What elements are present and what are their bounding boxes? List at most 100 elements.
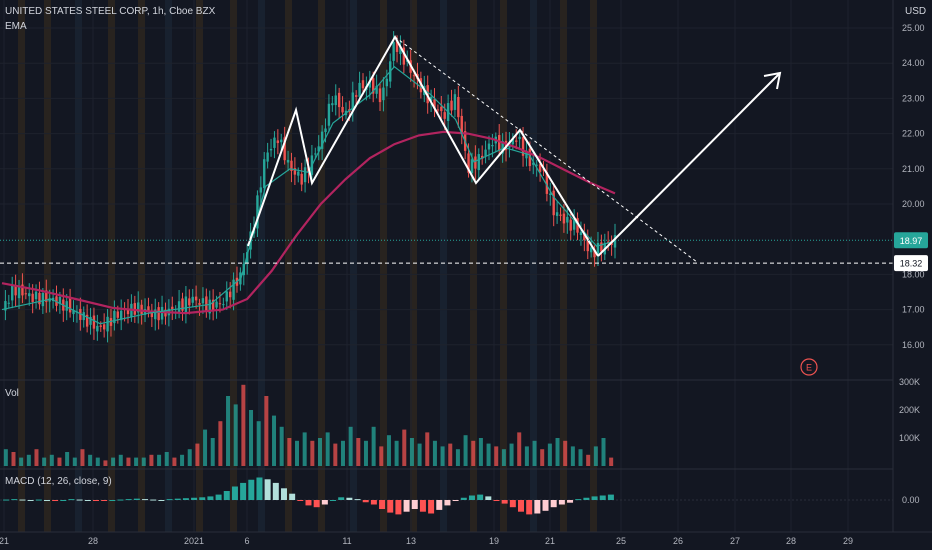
volume-bar <box>249 410 254 466</box>
macd-bar <box>395 500 402 515</box>
macd-bar <box>444 500 451 506</box>
candle-body <box>65 301 68 311</box>
candle-body <box>576 218 579 233</box>
candle-body <box>491 144 494 147</box>
macd-bar <box>27 500 34 501</box>
candle-body <box>358 82 361 97</box>
volume-bar <box>509 443 514 466</box>
candle-body <box>593 249 596 258</box>
macd-bar <box>591 496 598 500</box>
macd-bar <box>583 497 590 500</box>
candle-body <box>433 99 436 109</box>
macd-bar <box>182 498 189 500</box>
macd-bar <box>387 500 394 513</box>
macd-bar <box>321 500 328 505</box>
session-band <box>108 0 115 532</box>
level-price-badge <box>894 255 928 272</box>
candle-body <box>181 298 184 311</box>
symbol-title[interactable]: UNITED STATES STEEL CORP, 1h, Cboe BZX <box>5 6 216 17</box>
volume-bar <box>555 438 560 466</box>
candle-body <box>331 103 334 106</box>
time-tick-label: 13 <box>406 536 416 546</box>
candle-body <box>372 78 375 94</box>
indicator-label[interactable]: EMA <box>5 21 27 32</box>
candle-body <box>453 94 457 110</box>
candle-body <box>382 87 385 101</box>
volume-label[interactable]: Vol <box>5 388 19 399</box>
macd-bar <box>264 479 271 500</box>
macd-bar <box>297 500 304 501</box>
candle-body <box>113 310 116 324</box>
volume-bar <box>455 449 460 466</box>
last-price-text: 18.97 <box>900 236 923 246</box>
candle-body <box>205 296 208 311</box>
candle-body <box>85 314 89 327</box>
volume-bar <box>157 454 162 466</box>
volume-bar <box>432 440 437 466</box>
volume-tick-label: 200K <box>899 405 920 415</box>
volume-bar <box>42 457 47 466</box>
volume-bar <box>501 449 506 466</box>
macd-bar <box>231 486 238 500</box>
candle-body <box>11 285 14 301</box>
time-tick-label: 21 <box>545 536 555 546</box>
volume-bar <box>49 454 54 466</box>
macd-label[interactable]: MACD (12, 26, close, 9) <box>5 476 112 487</box>
ema-slow-line <box>1 130 616 315</box>
volume-bar <box>256 421 261 466</box>
volume-bar <box>111 457 116 466</box>
candle-body <box>263 159 266 189</box>
macd-bar <box>599 495 606 500</box>
volume-bar <box>103 460 108 466</box>
macd-bar <box>419 500 426 512</box>
session-band <box>530 0 537 532</box>
earnings-marker[interactable]: E <box>800 358 818 376</box>
macd-bar <box>534 500 541 514</box>
candle-body <box>341 106 344 113</box>
volume-bar <box>19 457 24 466</box>
macd-bar <box>76 499 83 501</box>
volume-bar <box>586 454 591 466</box>
macd-bar <box>428 500 435 514</box>
candle-body <box>154 309 157 320</box>
macd-bar <box>362 500 369 503</box>
candle-body <box>562 213 566 224</box>
volume-bar <box>379 446 384 466</box>
macd-bar <box>370 500 377 505</box>
candle-body <box>21 284 24 296</box>
macd-bar <box>117 499 124 501</box>
macd-bar <box>575 499 582 501</box>
macd-bar <box>305 500 312 506</box>
macd-bar <box>158 500 165 501</box>
candle-body <box>48 298 51 302</box>
time-tick-label: 11 <box>342 536 351 546</box>
macd-bar <box>468 495 475 500</box>
volume-bar <box>57 457 62 466</box>
macd-bar <box>558 500 565 505</box>
time-tick-label: 27 <box>730 536 740 546</box>
macd-bar <box>35 499 42 501</box>
candle-body <box>555 212 559 216</box>
session-band <box>560 0 567 532</box>
macd-bar <box>240 482 247 500</box>
macd-bar <box>223 491 230 500</box>
volume-bar <box>264 396 269 466</box>
volume-bar <box>218 421 223 466</box>
candle-body <box>45 290 48 302</box>
volume-bar <box>72 457 77 466</box>
candle-body <box>7 302 11 304</box>
volume-bar <box>180 454 185 466</box>
volume-tick-label: 100K <box>899 433 920 443</box>
volume-bar <box>570 446 575 466</box>
candle-body <box>457 96 460 118</box>
candle-body <box>545 172 549 194</box>
candle-body <box>521 137 525 156</box>
macd-bar <box>248 479 255 500</box>
volume-bar <box>226 396 231 466</box>
macd-bar <box>313 500 320 508</box>
macd-bar <box>493 500 500 501</box>
macd-bar <box>191 497 198 500</box>
candle-body <box>215 301 218 308</box>
volume-bar <box>609 457 614 466</box>
